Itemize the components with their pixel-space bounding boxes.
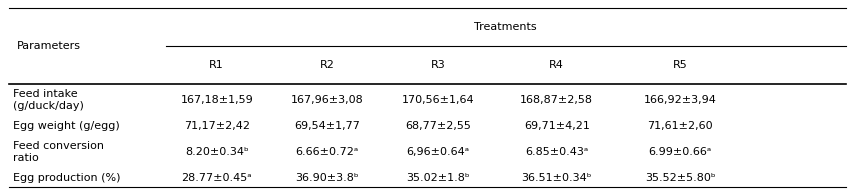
Text: 167,96±3,08: 167,96±3,08 [291,95,364,105]
Text: Feed conversion
ratio: Feed conversion ratio [13,141,104,163]
Text: R4: R4 [549,60,564,70]
Text: 6.85±0.43ᵃ: 6.85±0.43ᵃ [525,147,588,157]
Text: 69,54±1,77: 69,54±1,77 [294,121,360,131]
Text: 35.52±5.80ᵇ: 35.52±5.80ᵇ [644,173,716,183]
Text: 6.66±0.72ᵃ: 6.66±0.72ᵃ [296,147,359,157]
Text: 71,17±2,42: 71,17±2,42 [184,121,250,131]
Text: 167,18±1,59: 167,18±1,59 [180,95,253,105]
Text: 28.77±0.45ᵃ: 28.77±0.45ᵃ [181,173,252,183]
Text: R2: R2 [320,60,335,70]
Text: 35.02±1.8ᵇ: 35.02±1.8ᵇ [406,173,469,183]
Text: Parameters: Parameters [17,41,81,51]
Text: R1: R1 [209,60,224,70]
Text: 36.51±0.34ᵇ: 36.51±0.34ᵇ [522,173,592,183]
Text: 71,61±2,60: 71,61±2,60 [647,121,713,131]
Text: R3: R3 [430,60,445,70]
Text: 8.20±0.34ᵇ: 8.20±0.34ᵇ [184,147,248,157]
Text: 6.99±0.66ᵃ: 6.99±0.66ᵃ [649,147,711,157]
Text: 170,56±1,64: 170,56±1,64 [401,95,474,105]
Text: 68,77±2,55: 68,77±2,55 [405,121,471,131]
Text: Treatments: Treatments [474,22,537,32]
Text: Egg weight (g/egg): Egg weight (g/egg) [13,121,120,131]
Text: Egg production (%): Egg production (%) [13,173,120,183]
Text: 166,92±3,94: 166,92±3,94 [643,95,717,105]
Text: 69,71±4,21: 69,71±4,21 [524,121,590,131]
Text: 6,96±0.64ᵃ: 6,96±0.64ᵃ [406,147,469,157]
Text: Feed intake
(g/duck/day): Feed intake (g/duck/day) [13,89,83,111]
Text: 36.90±3.8ᵇ: 36.90±3.8ᵇ [296,173,359,183]
Text: 168,87±2,58: 168,87±2,58 [520,95,593,105]
Text: R5: R5 [672,60,688,70]
